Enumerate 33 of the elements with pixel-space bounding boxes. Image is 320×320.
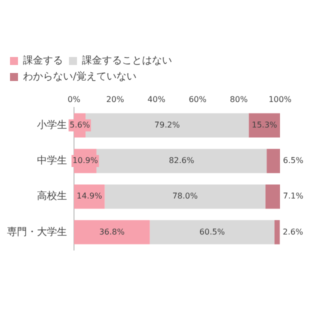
y-tick-label: 高校生 — [37, 190, 67, 202]
x-tick-label: 0% — [68, 94, 81, 104]
y-tick-label: 中学生 — [37, 154, 67, 167]
legend-label: 課金する — [23, 54, 63, 67]
data-label: 60.5% — [199, 227, 226, 236]
x-tick-label: 20% — [106, 94, 124, 104]
legend-label: わからない/覚えていない — [23, 70, 136, 83]
data-label: 5.6% — [70, 120, 90, 130]
bar — [265, 184, 280, 209]
bar — [104, 184, 266, 209]
data-label: 79.2% — [154, 120, 180, 130]
data-label: 82.6% — [168, 156, 195, 166]
bar — [74, 220, 150, 244]
data-label: 10.9% — [72, 156, 98, 166]
data-label: 7.1% — [283, 192, 304, 201]
data-label: 2.6% — [282, 227, 304, 236]
data-label: 14.9% — [76, 192, 102, 201]
x-tick-label: 60% — [188, 94, 207, 104]
data-label: 6.5% — [283, 156, 304, 166]
bar — [150, 220, 274, 244]
x-tick-label: 100% — [268, 94, 292, 104]
legend-label: 課金することはない — [82, 54, 172, 67]
x-tick-label: 40% — [148, 94, 166, 104]
bar — [274, 220, 280, 244]
bar — [248, 113, 280, 138]
bar — [96, 148, 267, 174]
data-label: 15.3% — [252, 120, 278, 130]
y-tick-label: 小学生 — [37, 118, 67, 131]
data-label: 36.8% — [99, 227, 126, 236]
x-tick-label: 80% — [230, 94, 248, 104]
data-label: 78.0% — [172, 192, 198, 201]
y-tick-label: 専門・大学生 — [7, 226, 67, 238]
bar — [266, 148, 280, 174]
